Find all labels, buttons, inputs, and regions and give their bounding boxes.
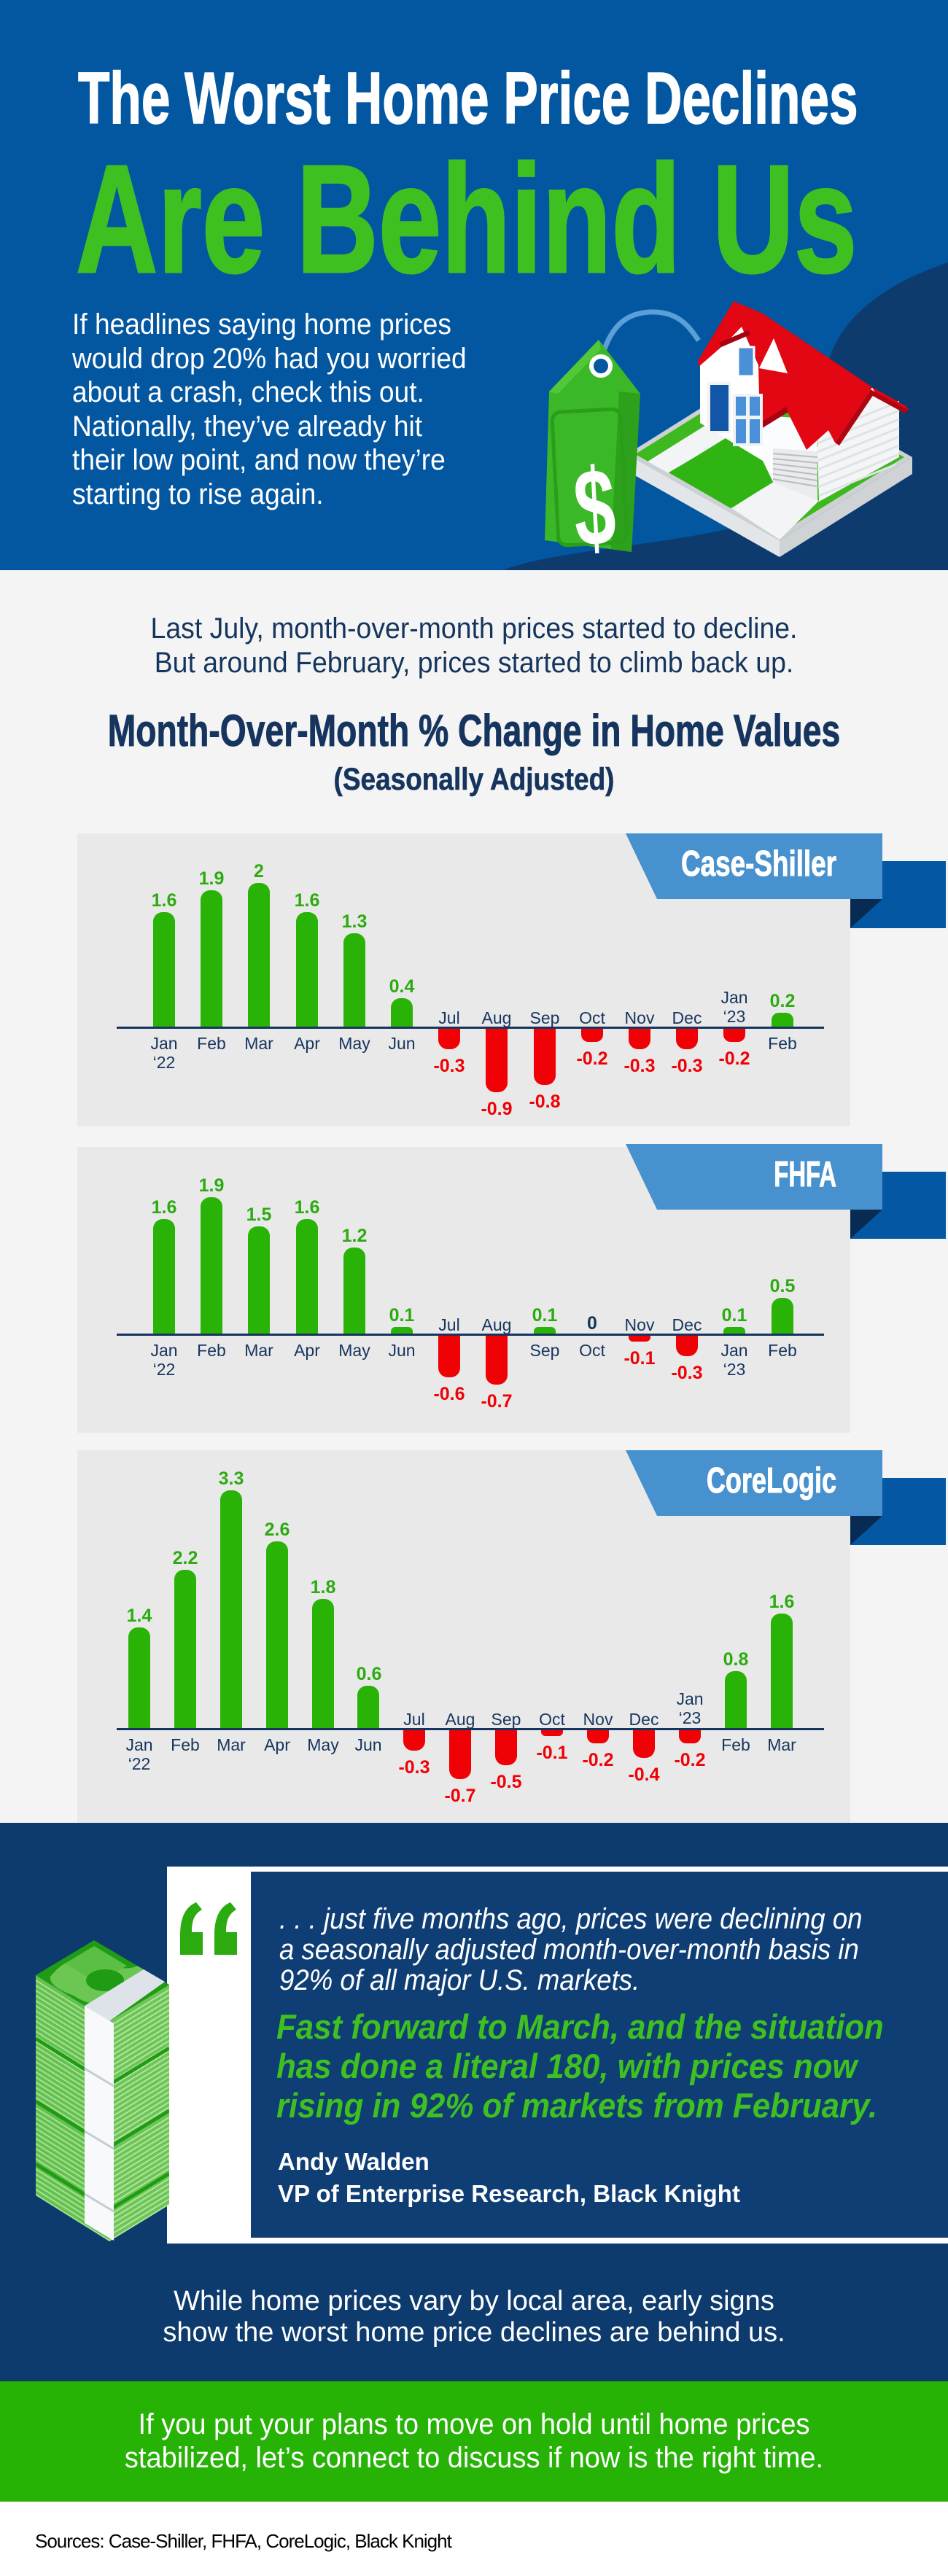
svg-text:$: $	[571, 446, 618, 570]
